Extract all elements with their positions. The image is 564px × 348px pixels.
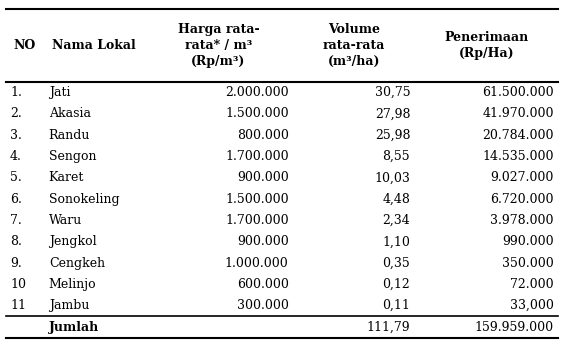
Text: 4,48: 4,48 xyxy=(382,193,410,206)
Text: 9.: 9. xyxy=(10,256,22,270)
Text: 159.959.000: 159.959.000 xyxy=(475,321,554,333)
Text: 30,75: 30,75 xyxy=(374,86,410,99)
Text: 7.: 7. xyxy=(10,214,22,227)
Text: 4.: 4. xyxy=(10,150,22,163)
Text: 0,12: 0,12 xyxy=(382,278,410,291)
Text: Waru: Waru xyxy=(49,214,82,227)
Text: NO: NO xyxy=(14,39,36,52)
Text: Nama Lokal: Nama Lokal xyxy=(52,39,136,52)
Text: 5.: 5. xyxy=(10,171,22,184)
Text: Jumlah: Jumlah xyxy=(49,321,99,333)
Text: Akasia: Akasia xyxy=(49,108,91,120)
Text: 20.784.000: 20.784.000 xyxy=(482,129,554,142)
Text: 1,10: 1,10 xyxy=(382,235,410,248)
Text: 1.700.000: 1.700.000 xyxy=(225,214,289,227)
Text: 6.: 6. xyxy=(10,193,22,206)
Text: 8.: 8. xyxy=(10,235,22,248)
Text: 33,000: 33,000 xyxy=(510,299,554,312)
Text: 990.000: 990.000 xyxy=(503,235,554,248)
Text: 6.720.000: 6.720.000 xyxy=(491,193,554,206)
Text: 27,98: 27,98 xyxy=(374,108,410,120)
Text: 61.500.000: 61.500.000 xyxy=(482,86,554,99)
Text: 0,11: 0,11 xyxy=(382,299,410,312)
Text: Karet: Karet xyxy=(49,171,84,184)
Text: 800.000: 800.000 xyxy=(237,129,289,142)
Text: Cengkeh: Cengkeh xyxy=(49,256,105,270)
Text: 111,79: 111,79 xyxy=(367,321,410,333)
Text: 2.000.000: 2.000.000 xyxy=(225,86,289,99)
Text: 10: 10 xyxy=(10,278,26,291)
Text: 41.970.000: 41.970.000 xyxy=(482,108,554,120)
Text: 0,35: 0,35 xyxy=(382,256,410,270)
Text: Sonokeling: Sonokeling xyxy=(49,193,120,206)
Text: Harga rata-
rata* / m³
(Rp/m³): Harga rata- rata* / m³ (Rp/m³) xyxy=(178,23,259,68)
Text: 300.000: 300.000 xyxy=(237,299,289,312)
Text: Randu: Randu xyxy=(49,129,90,142)
Text: Penerimaan
(Rp/Ha): Penerimaan (Rp/Ha) xyxy=(444,31,528,60)
Text: 3.: 3. xyxy=(10,129,22,142)
Text: 350.000: 350.000 xyxy=(502,256,554,270)
Text: 9.027.000: 9.027.000 xyxy=(491,171,554,184)
Text: 900.000: 900.000 xyxy=(237,235,289,248)
Text: 14.535.000: 14.535.000 xyxy=(482,150,554,163)
Text: 900.000: 900.000 xyxy=(237,171,289,184)
Text: 2,34: 2,34 xyxy=(382,214,410,227)
Text: 1.500.000: 1.500.000 xyxy=(225,193,289,206)
Text: 8,55: 8,55 xyxy=(382,150,410,163)
Text: 2.: 2. xyxy=(10,108,22,120)
Text: 25,98: 25,98 xyxy=(374,129,410,142)
Text: 3.978.000: 3.978.000 xyxy=(491,214,554,227)
Text: Jambu: Jambu xyxy=(49,299,89,312)
Text: 10,03: 10,03 xyxy=(374,171,410,184)
Text: 72.000: 72.000 xyxy=(510,278,554,291)
Text: Sengon: Sengon xyxy=(49,150,96,163)
Text: 1.: 1. xyxy=(10,86,22,99)
Text: Volume
rata-rata
(m³/ha): Volume rata-rata (m³/ha) xyxy=(323,23,385,68)
Text: Melinjo: Melinjo xyxy=(49,278,96,291)
Text: Jati: Jati xyxy=(49,86,70,99)
Text: 1.500.000: 1.500.000 xyxy=(225,108,289,120)
Text: Jengkol: Jengkol xyxy=(49,235,96,248)
Text: 1.000.000: 1.000.000 xyxy=(225,256,289,270)
Text: 11: 11 xyxy=(10,299,26,312)
Text: 1.700.000: 1.700.000 xyxy=(225,150,289,163)
Text: 600.000: 600.000 xyxy=(237,278,289,291)
